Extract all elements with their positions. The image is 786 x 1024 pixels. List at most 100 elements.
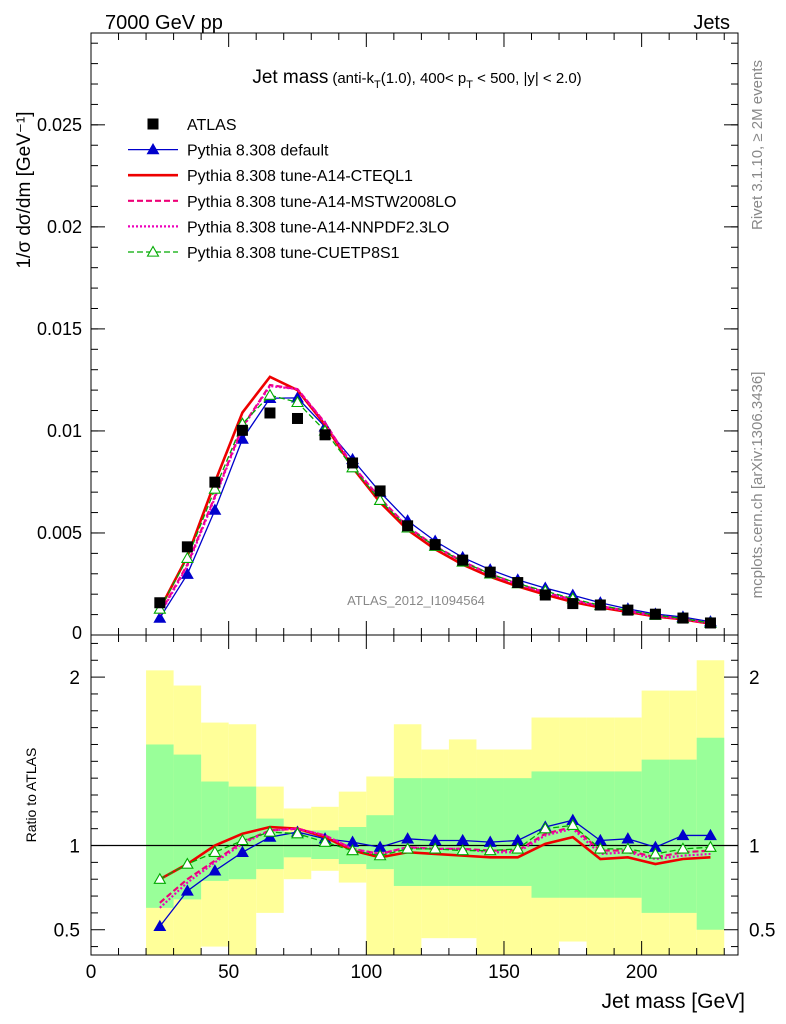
main-point-cuetp8s1 — [373, 493, 387, 505]
legend-label-default: Pythia 8.308 default — [187, 143, 329, 160]
main-point-default — [180, 567, 194, 579]
x-tick-label: 0 — [86, 962, 97, 983]
ratio-point-cuetp8s1 — [704, 840, 717, 852]
legend-label-nnpdf: Pythia 8.308 tune-A14-NNPDF2.3LO — [187, 219, 449, 236]
y-tick-label: 0.01 — [47, 421, 82, 441]
uncertainty-band-inner — [503, 778, 532, 886]
atlas-data-point — [594, 599, 606, 611]
x-tick-label: 100 — [350, 962, 382, 983]
atlas-data-point — [457, 554, 469, 566]
ratio-point-cuetp8s1 — [373, 849, 387, 861]
ratio-point-default — [235, 845, 249, 857]
ratio-point-default — [180, 884, 194, 896]
atlas-data-point — [264, 407, 276, 419]
title-sub-1: T — [374, 79, 381, 91]
legend-label-atlas: ATLAS — [187, 117, 237, 134]
ratio-point-cuetp8s1 — [621, 842, 635, 854]
ratio-point-cuetp8s1 — [291, 827, 304, 839]
main-panel-axes: 0.005 0.01 0.015 0.02 0.025 0 — [37, 33, 738, 643]
atlas-data-point — [319, 429, 331, 441]
ratio-y-tick-label-right: 1 — [749, 837, 760, 858]
legend: ATLAS Pythia 8.308 default Pythia 8.308 tu… — [128, 117, 456, 262]
atlas-data-point — [622, 604, 634, 616]
main-point-cuetp8s1 — [180, 551, 194, 563]
atlas-data-point — [539, 589, 551, 601]
ratio-point-cuetp8s1 — [153, 872, 167, 884]
plot-title: Jet mass (anti-kT(1.0), 400< pT < 500, |y… — [252, 67, 581, 91]
atlas-data-point — [567, 598, 579, 610]
title-main: Jet mass — [252, 67, 328, 88]
legend-label-cteql1: Pythia 8.308 tune-A14-CTEQL1 — [187, 168, 413, 185]
analysis-watermark: ATLAS_2012_I1094564 — [347, 593, 485, 608]
ratio-point-cuetp8s1 — [346, 843, 360, 856]
main-panel-marks — [153, 375, 717, 629]
y-tick-label: 0.02 — [47, 217, 82, 237]
main-point-default — [153, 611, 167, 623]
main-point-cuetp8s1 — [153, 602, 167, 614]
uncertainty-band-inner — [421, 778, 449, 886]
ratio-y-tick-label-right: 0.5 — [749, 921, 775, 942]
header-right: Jets — [693, 12, 730, 34]
ratio-point-cuetp8s1 — [566, 818, 580, 830]
y-tick-label: 0.025 — [37, 115, 82, 135]
atlas-data-point — [236, 424, 248, 436]
x-tick-label: 150 — [488, 962, 520, 983]
atlas-data-point — [429, 539, 441, 551]
y-tick-label: 0.015 — [37, 319, 82, 339]
main-point-default — [235, 432, 249, 444]
ratio-y-tick-label: 2 — [69, 668, 80, 689]
atlas-data-point — [704, 617, 716, 629]
ratio-point-default — [208, 864, 222, 876]
main-point-default — [208, 503, 222, 515]
atlas-data-point — [677, 612, 689, 624]
rivet-label: Rivet 3.1.10, ≥ 2M events — [749, 60, 766, 230]
legend-marker-atlas — [147, 118, 159, 130]
title-part-2: (1.0), 400< p — [381, 70, 466, 87]
atlas-data-point — [154, 597, 166, 609]
legend-marker-default — [146, 142, 160, 155]
header-left: 7000 GeV pp — [105, 12, 223, 34]
atlas-data-point — [402, 520, 414, 532]
ratio-point-cuetp8s1 — [401, 842, 415, 854]
ratio-point-cuetp8s1 — [676, 842, 690, 854]
ratio-point-cuetp8s1 — [593, 842, 607, 854]
x-axis-label: Jet mass [GeV] — [601, 990, 745, 1013]
atlas-data-point — [512, 577, 524, 589]
main-point-cuetp8s1 — [263, 388, 277, 400]
ratio-line-cteql1 — [159, 825, 711, 881]
ratio-panel: 0.5 0.5 1 1 2 2 0 50 100 150 200 Ratio to ATLAS Je… — [23, 634, 775, 1013]
ratio-point-cuetp8s1 — [428, 842, 442, 854]
legend-label-mstw: Pythia 8.308 tune-A14-MSTW2008LO — [187, 194, 456, 211]
ratio-y-tick-label: 0.5 — [54, 921, 80, 942]
main-panel: 0.005 0.01 0.015 0.02 0.025 0 Jet mass (anti-k… — [14, 32, 739, 643]
legend-label-cuetp8s1: Pythia 8.308 tune-CUETP8S1 — [187, 245, 400, 262]
atlas-data-point — [374, 485, 386, 497]
ratio-point-default — [676, 828, 690, 841]
uncertainty-band-inner — [476, 778, 504, 886]
uncertainty-band-inner — [173, 754, 202, 900]
ratio-y-tick-label-right: 2 — [749, 668, 760, 689]
ratio-point-cuetp8s1 — [648, 847, 662, 859]
ratio-panel-axes: 0.5 0.5 1 1 2 2 0 50 100 150 200 — [54, 635, 775, 983]
main-point-cuetp8s1 — [208, 482, 222, 494]
uncertainty-band-inner — [393, 778, 422, 886]
ratio-y-axis-label: Ratio to ATLAS — [23, 748, 39, 843]
legend-marker-cuetp8s1 — [146, 245, 160, 257]
ratio-point-cuetp8s1 — [208, 845, 222, 857]
title-part-1: (anti-k — [332, 70, 374, 87]
atlas-data-point — [291, 412, 303, 424]
uncertainty-band-inner — [559, 771, 587, 898]
ratio-point-cuetp8s1 — [511, 842, 525, 854]
main-line-cteql1 — [158, 375, 711, 626]
ratio-point-default — [704, 828, 717, 841]
title-part-3: < 500, |y| < 2.0) — [473, 70, 582, 87]
main-point-cuetp8s1 — [291, 395, 304, 408]
y-tick-label: 0.005 — [37, 523, 82, 543]
ratio-point-default — [153, 919, 167, 932]
title-sub-2: T — [466, 79, 473, 91]
ratio-panel-marks — [91, 660, 738, 955]
ratio-point-cuetp8s1 — [456, 843, 470, 856]
y-axis-label: 1/σ dσ/dm [GeV⁻¹] — [14, 111, 35, 268]
x-tick-label: 50 — [218, 962, 239, 983]
